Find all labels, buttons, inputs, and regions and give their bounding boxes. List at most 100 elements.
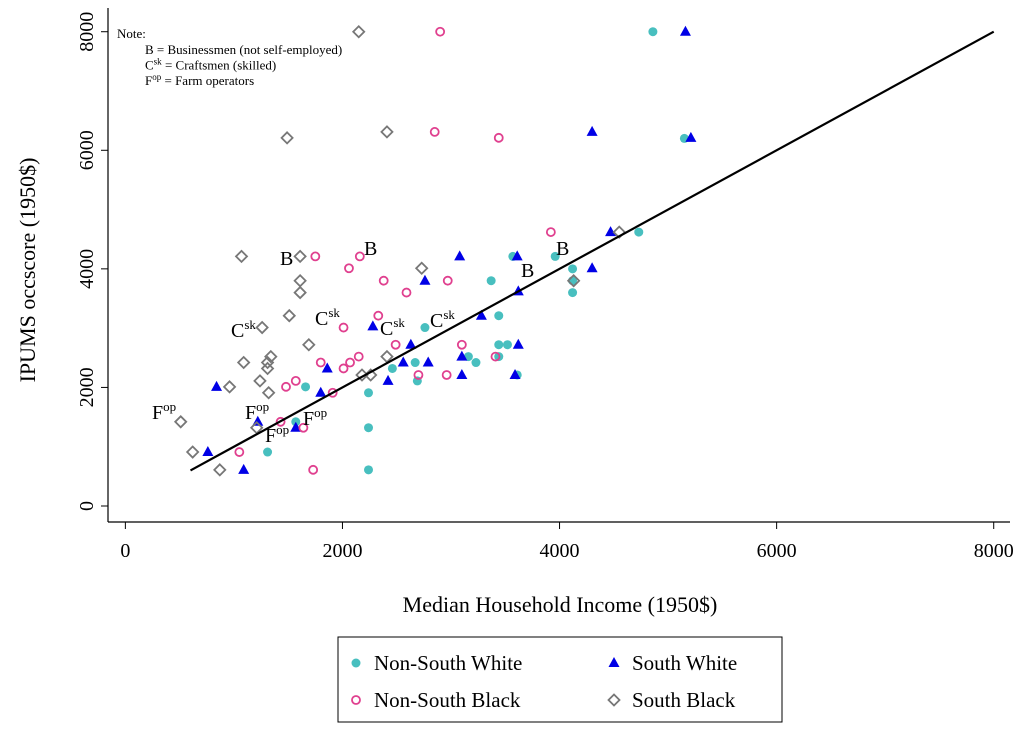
point [301, 382, 311, 392]
point-label: B [364, 238, 377, 260]
point [234, 447, 245, 457]
point [367, 320, 379, 331]
y-tick-label: 0 [76, 501, 98, 511]
note-sup: op [152, 72, 162, 82]
point-label-main: F [303, 408, 314, 430]
point [293, 273, 307, 288]
legend-marker [607, 693, 621, 707]
point [364, 423, 374, 433]
point [612, 225, 627, 239]
point-label: B [556, 238, 569, 260]
y-axis-title: IPUMS occscore (1950$) [15, 158, 40, 383]
point [378, 275, 389, 286]
point-label-main: C [231, 320, 244, 342]
point [253, 374, 267, 388]
point [494, 311, 504, 321]
point [261, 385, 276, 400]
note-text: = Craftsmen (skilled) [162, 58, 277, 73]
point [435, 26, 446, 37]
point-label-sup: sk [443, 307, 455, 322]
point-label-sup: sk [244, 317, 256, 332]
point [315, 357, 326, 368]
point [454, 250, 466, 261]
y-tick-label: 2000 [76, 367, 98, 407]
point [234, 249, 249, 264]
point-label: Csk [315, 305, 340, 330]
point [293, 249, 307, 264]
point [345, 357, 355, 368]
point [605, 226, 617, 237]
legend-label: South Black [632, 688, 736, 712]
point [429, 127, 440, 137]
point-label-main: B [556, 238, 569, 260]
point [302, 337, 316, 352]
point [280, 131, 294, 145]
point [281, 381, 291, 392]
point-label-main: F [265, 425, 276, 447]
point-label-main: C [430, 310, 443, 332]
point [456, 339, 467, 350]
point [315, 386, 327, 397]
point-label-main: F [245, 402, 256, 424]
point [493, 132, 504, 143]
point [441, 370, 452, 380]
point [321, 362, 333, 373]
point [263, 447, 273, 457]
point [502, 340, 512, 350]
point [387, 363, 397, 373]
y-tick-label: 4000 [76, 249, 98, 289]
point [255, 320, 269, 335]
point [260, 361, 275, 376]
point [509, 368, 521, 379]
point [364, 465, 374, 475]
point [353, 351, 364, 362]
legend-label: South White [632, 651, 737, 675]
point-label: B [521, 260, 534, 282]
point-label-main: C [315, 308, 328, 330]
point [310, 251, 321, 262]
point [456, 350, 468, 361]
point-label-sup: op [256, 399, 269, 414]
point [211, 380, 223, 391]
point [401, 287, 412, 298]
x-tick-label: 2000 [322, 540, 362, 562]
y-tick-label: 8000 [76, 12, 98, 52]
point [222, 380, 237, 394]
legend-box [337, 636, 783, 723]
point [486, 276, 496, 286]
legend-label: Non-South Black [374, 688, 521, 712]
point [413, 370, 424, 380]
point [351, 24, 366, 39]
point [494, 340, 504, 350]
point [213, 463, 227, 477]
point-label-sup: op [163, 399, 176, 414]
point [586, 125, 598, 136]
point-label: Fop [245, 399, 269, 424]
x-tick-label: 4000 [540, 540, 580, 562]
point [512, 338, 524, 349]
point [308, 464, 319, 475]
point [298, 422, 309, 433]
point [568, 288, 578, 298]
point [260, 355, 275, 370]
point [344, 263, 354, 274]
point-label: Csk [380, 315, 405, 340]
point [545, 227, 556, 237]
point [390, 339, 401, 350]
point [185, 445, 200, 459]
legend-marker [351, 695, 361, 705]
point-label-main: B [364, 238, 377, 260]
note-sup: sk [154, 57, 163, 67]
point [202, 446, 214, 457]
point [355, 368, 369, 382]
point [380, 125, 394, 139]
note-text: = Businessmen (not self-employed) [154, 42, 343, 57]
point [293, 285, 307, 300]
point [586, 262, 598, 273]
point [566, 273, 581, 288]
point [364, 388, 374, 398]
x-tick-label: 6000 [757, 540, 797, 562]
note-line: B = Businessmen (not self-employed) [145, 42, 342, 57]
note-line: Csk = Craftsmen (skilled) [145, 57, 276, 73]
